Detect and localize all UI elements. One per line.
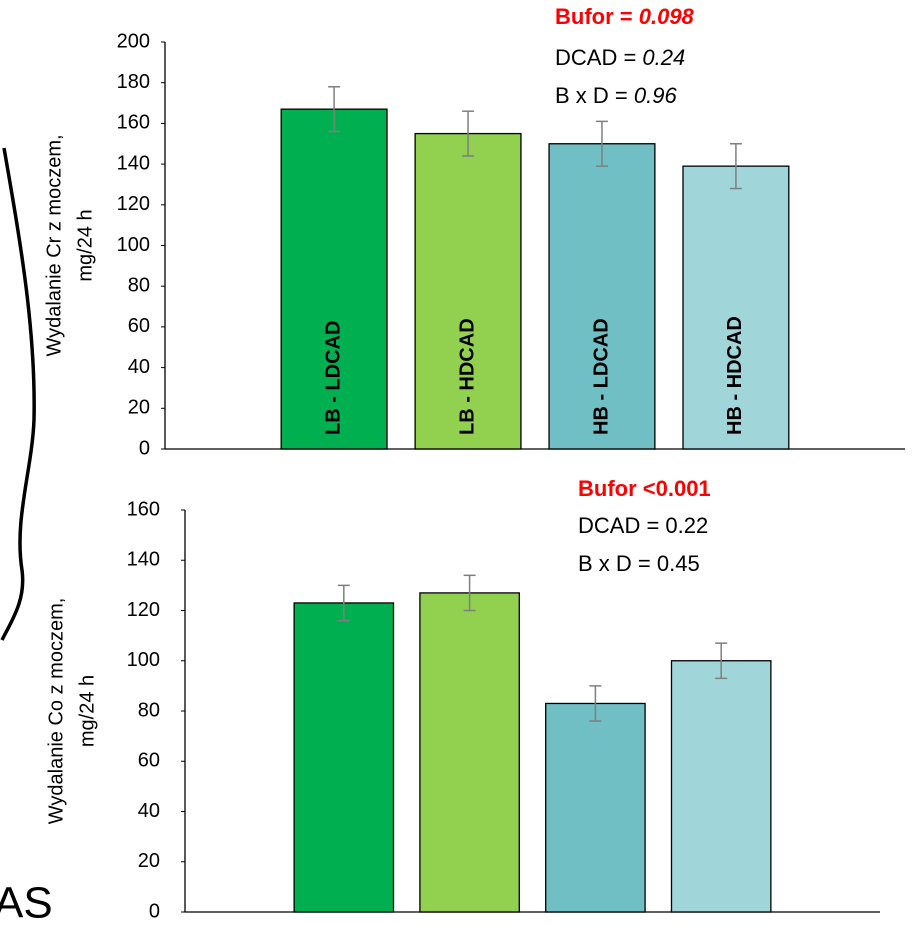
annotation: DCAD = 0.24 xyxy=(555,45,685,70)
bar xyxy=(294,603,393,912)
category-label: HB - LDCAD xyxy=(590,318,612,435)
annotation-part: Bufor <0.001 xyxy=(578,476,711,501)
annotation: Bufor <0.001 xyxy=(578,476,711,501)
bar xyxy=(546,703,645,912)
y-axis-label: Wydalanie Cr z moczem, xyxy=(43,134,65,356)
y-tick-label: 160 xyxy=(117,112,150,134)
y-tick-label: 40 xyxy=(128,356,150,378)
annotation-part: DCAD = xyxy=(555,45,642,70)
y-tick-label: 100 xyxy=(117,234,150,256)
y-tick-label: 120 xyxy=(127,599,160,621)
y-tick-label: 200 xyxy=(117,30,150,52)
annotation-part: 0.96 xyxy=(634,83,678,108)
category-label: LB - LDCAD xyxy=(322,321,344,435)
y-tick-label: 180 xyxy=(117,71,150,93)
annotation-part: DCAD = 0.22 xyxy=(578,513,708,538)
y-tick-label: 60 xyxy=(138,750,160,772)
y-tick-label: 40 xyxy=(138,800,160,822)
annotation: B x D = 0.96 xyxy=(555,83,677,108)
y-tick-label: 120 xyxy=(117,193,150,215)
category-label: LB - HDCAD xyxy=(456,318,478,435)
bar xyxy=(672,661,771,912)
y-tick-label: 80 xyxy=(138,699,160,721)
decorative-curve xyxy=(2,148,34,640)
annotation-part: Bufor = xyxy=(555,4,639,29)
y-axis-label: Wydalanie Co z moczem, xyxy=(45,598,67,825)
y-axis-label: mg/24 h xyxy=(76,675,98,747)
y-tick-label: 140 xyxy=(127,549,160,571)
figure: AS Wydalanie Cr z moczem, mg/24 h 0 20 40 60 8… xyxy=(0,0,920,926)
y-tick-label: 60 xyxy=(128,315,150,337)
overlay-text: AS xyxy=(0,879,53,926)
annotation: DCAD = 0.22 xyxy=(578,513,708,538)
y-tick-label: 100 xyxy=(127,649,160,671)
annotation: Bufor = 0.098 xyxy=(555,4,695,29)
annotation: B x D = 0.45 xyxy=(578,551,700,576)
annotation-part: 0.24 xyxy=(642,45,685,70)
y-axis-label: mg/24 h xyxy=(74,209,96,281)
bar xyxy=(420,593,519,912)
page: {"overlay_text": "AS", "chart_data": [ {… xyxy=(0,0,920,926)
y-tick-label: 0 xyxy=(149,900,160,922)
annotation-part: B x D = xyxy=(555,83,634,108)
category-label: HB - HDCAD xyxy=(724,316,746,435)
y-tick-label: 80 xyxy=(128,274,150,296)
y-tick-label: 140 xyxy=(117,152,150,174)
y-tick-label: 20 xyxy=(128,397,150,419)
y-tick-label: 20 xyxy=(138,850,160,872)
annotation-part: 0.098 xyxy=(639,4,695,29)
annotation-part: B x D = 0.45 xyxy=(578,551,700,576)
y-tick-label: 0 xyxy=(139,437,150,459)
y-tick-label: 160 xyxy=(127,498,160,520)
